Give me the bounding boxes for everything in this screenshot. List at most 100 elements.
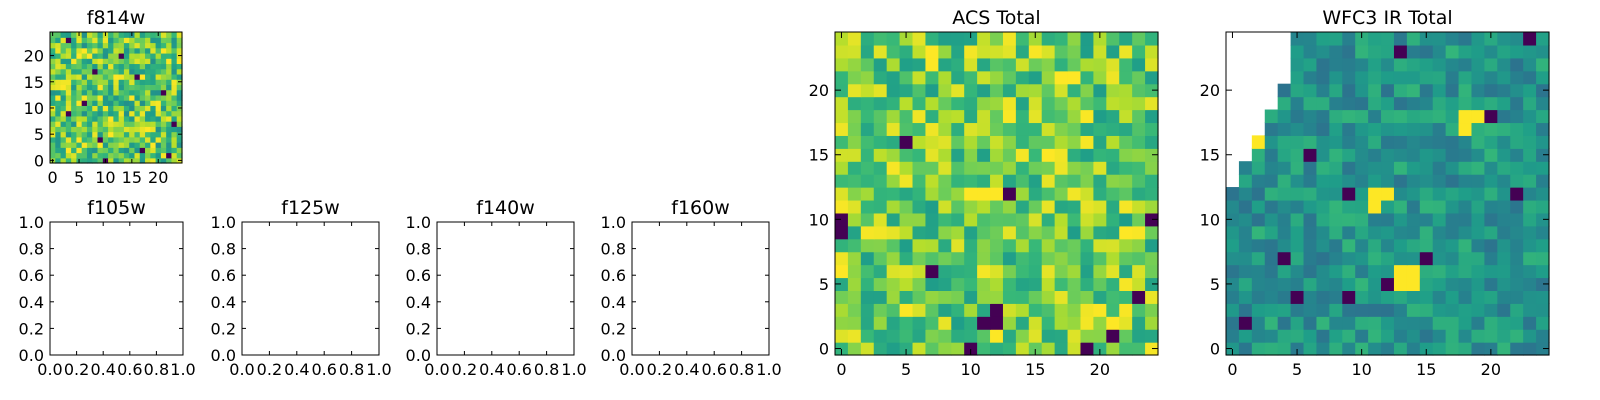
heatmap-cell xyxy=(55,89,62,96)
heatmap-cell xyxy=(1145,122,1159,136)
heatmap-cell xyxy=(65,89,72,96)
heatmap-cell xyxy=(113,152,120,159)
heatmap-cell xyxy=(55,32,62,38)
heatmap-cell xyxy=(1329,70,1343,85)
heatmap-cell xyxy=(912,225,927,240)
heatmap-cell xyxy=(123,136,130,143)
heatmap-cell xyxy=(964,44,978,59)
heatmap-cell xyxy=(150,100,157,106)
heatmap-cell xyxy=(118,110,125,117)
heatmap-cell xyxy=(1119,109,1133,124)
heatmap-cell xyxy=(134,131,141,138)
heatmap-cell xyxy=(1238,303,1253,317)
heatmap-cell xyxy=(139,42,146,49)
heatmap-cell xyxy=(1471,187,1485,201)
heatmap-cell xyxy=(1028,148,1043,162)
heatmap-cell xyxy=(1484,96,1498,111)
heatmap-cell xyxy=(1132,187,1146,201)
heatmap-cell xyxy=(1067,225,1082,240)
heatmap-cell xyxy=(1015,32,1030,46)
x-tick-label: 5 xyxy=(74,168,84,187)
heatmap-cell xyxy=(1277,161,1292,175)
heatmap-cell xyxy=(1251,342,1266,356)
heatmap-cell xyxy=(1303,225,1318,240)
heatmap-cell xyxy=(1145,57,1159,72)
heatmap-cell xyxy=(92,63,99,70)
heatmap-cell xyxy=(166,142,173,148)
heatmap-cell xyxy=(951,57,965,72)
heatmap-cell xyxy=(847,290,862,304)
heatmap-cell xyxy=(1497,187,1511,201)
heatmap-cell xyxy=(1145,342,1159,356)
heatmap-cell xyxy=(1497,251,1511,266)
heatmap-cell xyxy=(1067,96,1082,111)
heatmap-cell xyxy=(65,136,72,143)
heatmap-cell xyxy=(1406,212,1421,227)
heatmap-cell xyxy=(925,199,939,214)
heatmap-cell xyxy=(1458,316,1473,330)
heatmap-cell xyxy=(951,161,965,175)
heatmap-cell xyxy=(977,329,991,343)
heatmap-cell xyxy=(1510,290,1524,304)
heatmap-cell xyxy=(1015,96,1030,111)
heatmap-cell xyxy=(1264,290,1279,304)
heatmap-cell xyxy=(139,58,146,65)
heatmap-cell xyxy=(1041,329,1056,343)
heatmap-cell xyxy=(118,79,125,85)
heatmap-cell xyxy=(1106,199,1120,214)
heatmap-cell xyxy=(1368,316,1382,330)
heatmap-cell xyxy=(65,63,72,70)
heatmap-cell xyxy=(139,37,146,44)
heatmap-cell xyxy=(86,105,93,112)
heatmap-cell xyxy=(92,42,99,49)
heatmap-cell xyxy=(1041,122,1056,136)
heatmap-cell xyxy=(71,84,77,91)
heatmap-cell xyxy=(1264,187,1279,201)
heatmap-cell xyxy=(1264,342,1279,356)
heatmap-cell xyxy=(65,152,72,159)
heatmap-cell xyxy=(990,187,1004,201)
heatmap-cell xyxy=(97,32,104,38)
heatmap-cell xyxy=(134,73,141,80)
heatmap-cell xyxy=(1419,290,1434,304)
heatmap-cell xyxy=(1484,109,1498,124)
heatmap-cell xyxy=(1277,109,1292,124)
heatmap-cell xyxy=(1432,187,1447,201)
heatmap-cell xyxy=(1054,290,1069,304)
heatmap-cell xyxy=(1119,148,1133,162)
heatmap-cell xyxy=(1484,83,1498,98)
heatmap-cell xyxy=(1093,57,1107,72)
x-tick-label: 0.8 xyxy=(144,360,169,379)
heatmap-cell xyxy=(1316,187,1330,201)
heatmap-cell xyxy=(1342,316,1356,330)
heatmap-cell xyxy=(1226,303,1240,317)
heatmap-cell xyxy=(129,105,136,112)
heatmap-cell xyxy=(97,89,104,96)
heatmap-cell xyxy=(1251,290,1266,304)
heatmap-cell xyxy=(86,32,93,38)
heatmap-cell xyxy=(166,126,173,133)
heatmap-cell xyxy=(1226,251,1240,266)
heatmap-cell xyxy=(86,58,93,65)
heatmap-cell xyxy=(1316,290,1330,304)
heatmap-cell xyxy=(1471,290,1485,304)
heatmap-cell xyxy=(938,251,952,266)
panel-title: f105w xyxy=(87,197,146,219)
heatmap-cell xyxy=(81,47,88,54)
heatmap-cell xyxy=(1510,32,1524,46)
heatmap-cell xyxy=(1041,32,1056,46)
heatmap-cell xyxy=(1484,161,1498,175)
heatmap-cell xyxy=(60,63,67,70)
heatmap-cell xyxy=(139,131,146,138)
heatmap-cell xyxy=(55,152,62,159)
heatmap-cell xyxy=(847,109,862,124)
x-tick-label: 10 xyxy=(95,168,115,187)
heatmap-cell xyxy=(847,187,862,201)
heatmap-cell xyxy=(1002,44,1017,59)
heatmap-cell xyxy=(160,126,167,133)
heatmap-cell xyxy=(60,100,67,106)
heatmap-cell xyxy=(1041,199,1056,214)
